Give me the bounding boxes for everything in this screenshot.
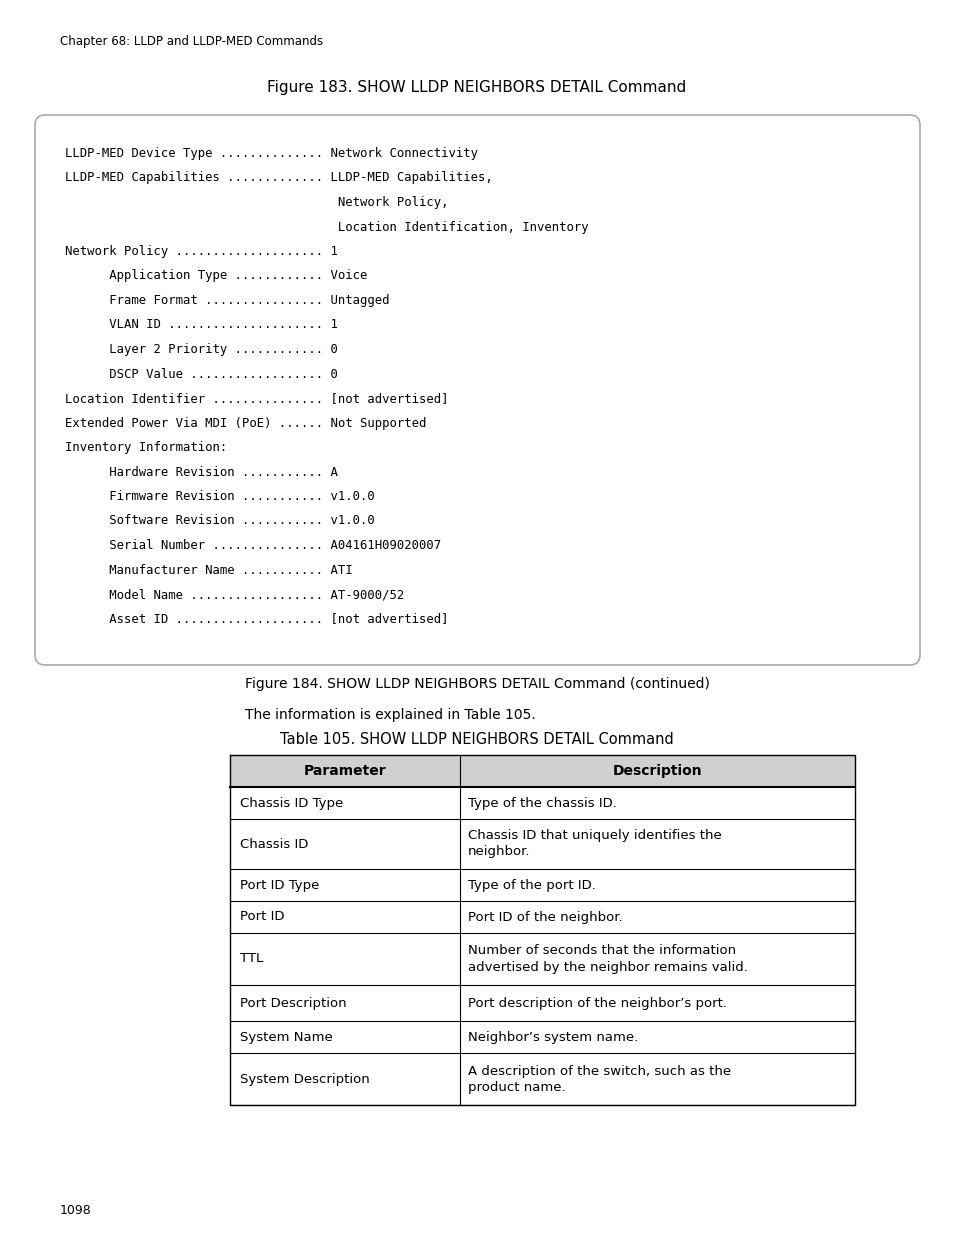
Text: Layer 2 Priority ............ 0: Layer 2 Priority ............ 0 (65, 343, 337, 356)
Text: VLAN ID ..................... 1: VLAN ID ..................... 1 (65, 319, 337, 331)
Text: Manufacturer Name ........... ATI: Manufacturer Name ........... ATI (65, 563, 353, 577)
Text: advertised by the neighbor remains valid.: advertised by the neighbor remains valid… (468, 961, 747, 973)
Text: Asset ID .................... [not advertised]: Asset ID .................... [not adver… (65, 613, 448, 625)
Text: Port Description: Port Description (240, 997, 346, 1009)
Text: Table 105. SHOW LLDP NEIGHBORS DETAIL Command: Table 105. SHOW LLDP NEIGHBORS DETAIL Co… (280, 732, 673, 747)
Text: A description of the switch, such as the: A description of the switch, such as the (468, 1065, 730, 1077)
Text: Firmware Revision ........... v1.0.0: Firmware Revision ........... v1.0.0 (65, 490, 375, 503)
Text: LLDP-MED Device Type .............. Network Connectivity: LLDP-MED Device Type .............. Netw… (65, 147, 477, 161)
Text: System Name: System Name (240, 1030, 333, 1044)
Text: Port ID Type: Port ID Type (240, 878, 319, 892)
Text: Network Policy .................... 1: Network Policy .................... 1 (65, 245, 337, 258)
Text: Inventory Information:: Inventory Information: (65, 441, 227, 454)
Text: Network Policy,: Network Policy, (65, 196, 448, 209)
Text: Location Identification, Inventory: Location Identification, Inventory (65, 221, 588, 233)
Text: Location Identifier ............... [not advertised]: Location Identifier ............... [not… (65, 391, 448, 405)
Text: product name.: product name. (468, 1081, 565, 1093)
Text: TTL: TTL (240, 952, 263, 966)
Text: Frame Format ................ Untagged: Frame Format ................ Untagged (65, 294, 389, 308)
Text: Hardware Revision ........... A: Hardware Revision ........... A (65, 466, 337, 478)
Text: Number of seconds that the information: Number of seconds that the information (468, 945, 736, 957)
Text: Description: Description (612, 764, 701, 778)
Text: DSCP Value .................. 0: DSCP Value .................. 0 (65, 368, 337, 380)
Text: Port ID: Port ID (240, 910, 284, 924)
Text: Chapter 68: LLDP and LLDP-MED Commands: Chapter 68: LLDP and LLDP-MED Commands (60, 35, 323, 48)
Text: Port description of the neighbor’s port.: Port description of the neighbor’s port. (468, 997, 726, 1009)
Text: Type of the chassis ID.: Type of the chassis ID. (468, 797, 617, 809)
Text: Model Name .................. AT-9000/52: Model Name .................. AT-9000/52 (65, 588, 404, 601)
Bar (230, 755, 854, 787)
Text: Neighbor’s system name.: Neighbor’s system name. (468, 1030, 638, 1044)
Text: Software Revision ........... v1.0.0: Software Revision ........... v1.0.0 (65, 515, 375, 527)
Text: neighbor.: neighbor. (468, 846, 530, 858)
Text: Figure 184. SHOW LLDP NEIGHBORS DETAIL Command (continued): Figure 184. SHOW LLDP NEIGHBORS DETAIL C… (244, 677, 709, 692)
Text: The information is explained in Table 105.: The information is explained in Table 10… (245, 708, 536, 722)
Text: Figure 183. SHOW LLDP NEIGHBORS DETAIL Command: Figure 183. SHOW LLDP NEIGHBORS DETAIL C… (267, 80, 686, 95)
Text: Serial Number ............... A04161H09020007: Serial Number ............... A04161H090… (65, 538, 440, 552)
Text: Chassis ID Type: Chassis ID Type (240, 797, 343, 809)
Text: 1098: 1098 (60, 1204, 91, 1216)
Text: Chassis ID: Chassis ID (240, 837, 308, 851)
Text: System Description: System Description (240, 1072, 370, 1086)
Text: Application Type ............ Voice: Application Type ............ Voice (65, 269, 367, 283)
Text: Extended Power Via MDI (PoE) ...... Not Supported: Extended Power Via MDI (PoE) ...... Not … (65, 416, 426, 430)
Text: Chassis ID that uniquely identifies the: Chassis ID that uniquely identifies the (468, 830, 721, 842)
Text: Port ID of the neighbor.: Port ID of the neighbor. (468, 910, 622, 924)
Text: Parameter: Parameter (303, 764, 386, 778)
Text: LLDP-MED Capabilities ............. LLDP-MED Capabilities,: LLDP-MED Capabilities ............. LLDP… (65, 172, 493, 184)
FancyBboxPatch shape (35, 115, 919, 664)
Text: Type of the port ID.: Type of the port ID. (468, 878, 596, 892)
